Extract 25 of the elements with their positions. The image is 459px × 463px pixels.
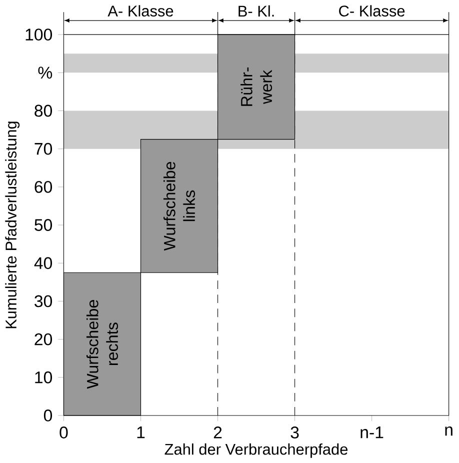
y-tick-label: 0: [44, 410, 52, 422]
y-tick-label: 30: [34, 295, 52, 308]
y-tick-label: 80: [34, 104, 52, 117]
y-tick-label: 70: [34, 142, 52, 155]
x-tick-label: 1: [138, 426, 145, 438]
annotation: Wurfscheibe links: [164, 162, 196, 251]
x-tick-label: n-1: [360, 426, 384, 438]
y-tick-label: 50: [34, 219, 52, 231]
x-tick-label: 2: [214, 426, 222, 438]
text: B- Kl.: [238, 5, 274, 16]
x-tick-label: 3: [290, 426, 299, 438]
y-tick-label: 100: [26, 28, 52, 41]
y-tick-label: %: [38, 66, 52, 79]
text: A- Klasse: [108, 5, 174, 17]
annotation: Rühr- werk: [240, 67, 272, 106]
text: C- Klasse: [339, 5, 405, 17]
y-tick-label: 60: [34, 180, 52, 193]
x-tick-label: n: [445, 426, 453, 436]
y-axis-title: Kumulierte Pfadverlustleistung: [5, 122, 20, 328]
annotation: Wurfscheibe rechts: [86, 300, 118, 389]
y-tick-label: 20: [34, 333, 52, 346]
y-tick-label: 10: [35, 371, 52, 384]
x-axis-title: Zahl der Verbraucherpfade: [164, 443, 348, 458]
y-tick-label: 40: [34, 257, 52, 270]
x-tick-label: 0: [60, 426, 68, 438]
